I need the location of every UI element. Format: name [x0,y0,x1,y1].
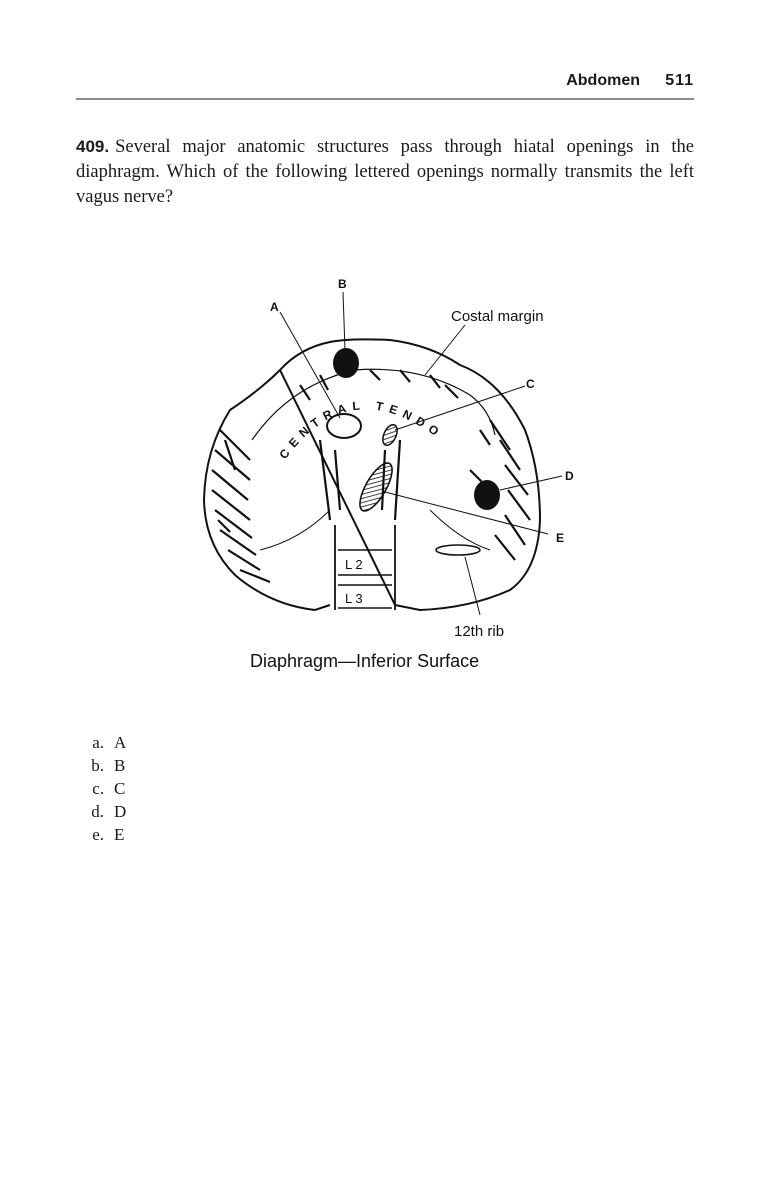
opening-a-caval [326,413,362,439]
question-number: 409. [76,137,110,156]
option-e[interactable]: e. E [92,825,125,844]
opening-b [333,348,359,378]
label-costal-margin: Costal margin [451,308,544,325]
section-title: Abdomen [566,72,640,89]
question-block: 409. Several major anatomic structures pa… [76,134,694,210]
twelfth-rib [435,544,481,556]
label-l2: L 2 [345,557,363,572]
opening-e-aortic [359,462,393,512]
option-a[interactable]: a. A [92,733,127,752]
label-a: A [270,300,279,314]
label-central-tendon: CENTRAL TENDON [190,270,446,462]
page-number: 511 [665,72,694,89]
vertebra-l2 [338,549,392,576]
running-header: Abdomen 511 [76,72,694,94]
vertebral-column [334,525,396,610]
leader-lines [279,291,563,616]
figure-caption: Diaphragm—Inferior Surface [250,651,479,671]
option-b[interactable]: b. B [91,756,126,775]
central-tendon-boundary [251,368,496,441]
diaphragm-figure: L 2 L 3 CENTRAL TENDON A B C D E [190,270,590,682]
option-d[interactable]: d. D [91,802,127,821]
header-rule [76,98,694,100]
label-12th-rib: 12th rib [454,623,504,640]
muscle-fibers [211,369,531,584]
opening-c [382,423,398,447]
label-b: B [338,277,347,291]
opening-d [474,480,500,510]
label-c: C [526,377,535,391]
label-e: E [556,531,564,545]
diaphragm-outline [202,338,542,612]
label-l3: L 3 [345,591,363,606]
question-text: Several major anatomic structures pass t… [76,137,694,207]
vertebra-l3 [338,584,392,609]
label-d: D [565,469,574,483]
diaphragm-illustration: L 2 L 3 CENTRAL TENDON A B C D E [190,270,574,671]
option-c[interactable]: c. C [92,779,126,798]
answer-options: a. A b. B c. C d. D e. E [76,731,126,846]
